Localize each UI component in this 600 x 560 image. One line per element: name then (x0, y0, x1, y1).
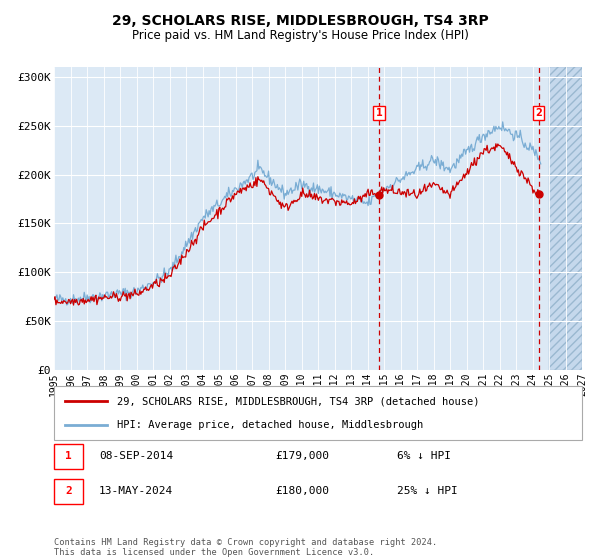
Bar (549, 67, 582, 370)
Bar (549, 67, 582, 370)
Text: 1: 1 (65, 451, 72, 461)
Text: 6% ↓ HPI: 6% ↓ HPI (397, 451, 451, 461)
Text: Contains HM Land Registry data © Crown copyright and database right 2024.
This d: Contains HM Land Registry data © Crown c… (54, 538, 437, 557)
Bar (54, 479, 83, 504)
Text: £179,000: £179,000 (276, 451, 330, 461)
Text: 2: 2 (535, 108, 542, 118)
Bar (54, 444, 83, 469)
Text: Price paid vs. HM Land Registry's House Price Index (HPI): Price paid vs. HM Land Registry's House … (131, 29, 469, 42)
Text: 29, SCHOLARS RISE, MIDDLESBROUGH, TS4 3RP: 29, SCHOLARS RISE, MIDDLESBROUGH, TS4 3R… (112, 14, 488, 28)
Text: HPI: Average price, detached house, Middlesbrough: HPI: Average price, detached house, Midd… (118, 419, 424, 430)
Text: 13-MAY-2024: 13-MAY-2024 (99, 487, 173, 496)
Text: £180,000: £180,000 (276, 487, 330, 496)
Text: 29, SCHOLARS RISE, MIDDLESBROUGH, TS4 3RP (detached house): 29, SCHOLARS RISE, MIDDLESBROUGH, TS4 3R… (118, 396, 480, 407)
Text: 25% ↓ HPI: 25% ↓ HPI (397, 487, 458, 496)
Text: 2: 2 (65, 487, 72, 496)
Text: 1: 1 (376, 108, 382, 118)
Text: 08-SEP-2014: 08-SEP-2014 (99, 451, 173, 461)
